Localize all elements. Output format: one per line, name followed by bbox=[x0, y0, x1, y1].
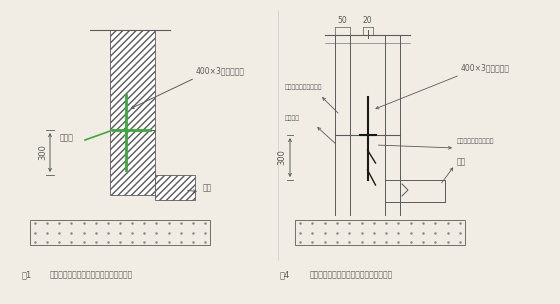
Text: 300: 300 bbox=[278, 150, 287, 165]
Text: 图4: 图4 bbox=[280, 270, 290, 279]
Text: 浇筑缝: 浇筑缝 bbox=[60, 133, 74, 143]
Bar bbox=[295, 220, 465, 245]
Text: 底板: 底板 bbox=[203, 184, 212, 192]
Text: 基础垫层: 基础垫层 bbox=[285, 116, 300, 121]
Text: 20: 20 bbox=[363, 16, 372, 25]
Text: 400×3钢板止水带: 400×3钢板止水带 bbox=[196, 66, 245, 75]
Text: 固定止水钢板锚筋钢筋: 固定止水钢板锚筋钢筋 bbox=[457, 138, 494, 144]
Text: 300: 300 bbox=[39, 145, 48, 161]
Text: 底板: 底板 bbox=[457, 157, 466, 167]
Text: 图1: 图1 bbox=[22, 270, 32, 279]
Text: 固定止水钢板用止水器: 固定止水钢板用止水器 bbox=[285, 85, 323, 90]
Text: 50: 50 bbox=[338, 16, 347, 25]
Bar bbox=[155, 175, 195, 200]
Bar bbox=[110, 30, 155, 195]
Text: 400×3厚钢止水带: 400×3厚钢止水带 bbox=[461, 63, 510, 72]
Text: 地下室外墙水平施工缝钢板止水带大样图: 地下室外墙水平施工缝钢板止水带大样图 bbox=[310, 270, 393, 279]
Bar bbox=[30, 220, 210, 245]
Text: 地下室外墙水平施工缝钢板止水带大样图: 地下室外墙水平施工缝钢板止水带大样图 bbox=[50, 270, 133, 279]
